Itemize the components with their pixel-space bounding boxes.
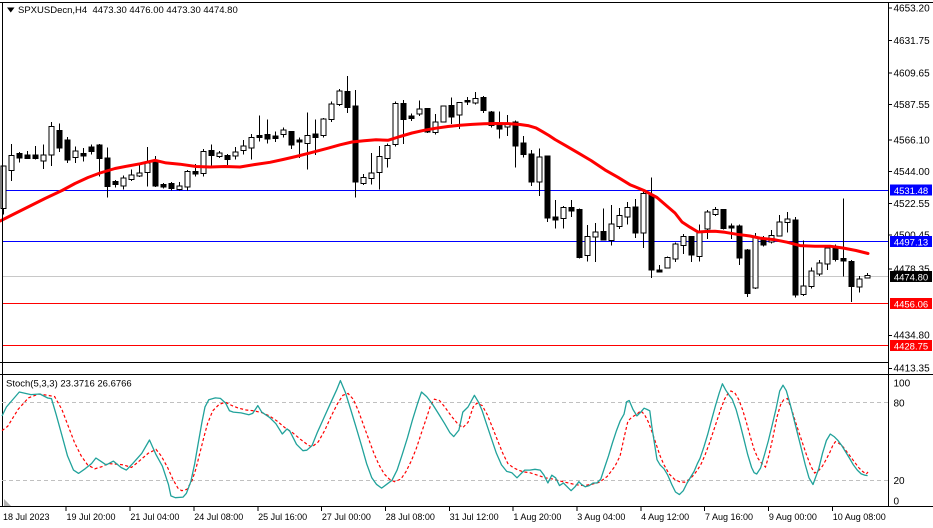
svg-text:4653.20: 4653.20	[894, 3, 931, 14]
svg-text:1 Aug 20:00: 1 Aug 20:00	[513, 512, 561, 522]
svg-text:20: 20	[894, 476, 906, 487]
svg-text:Stoch(5,3,3) 23.3716 26.6766: Stoch(5,3,3) 23.3716 26.6766	[6, 379, 132, 390]
svg-text:4631.75: 4631.75	[894, 36, 931, 47]
svg-text:31 Jul 12:00: 31 Jul 12:00	[450, 512, 499, 522]
svg-text:4428.75: 4428.75	[894, 341, 928, 352]
svg-text:10 Aug 08:00: 10 Aug 08:00	[833, 512, 886, 522]
svg-text:21 Jul 04:00: 21 Jul 04:00	[130, 512, 179, 522]
svg-text:7 Aug 16:00: 7 Aug 16:00	[705, 512, 753, 522]
svg-text:4609.65: 4609.65	[894, 68, 931, 79]
svg-text:3 Aug 04:00: 3 Aug 04:00	[577, 512, 625, 522]
svg-text:18 Jul 2023: 18 Jul 2023	[3, 512, 50, 522]
svg-text:80: 80	[894, 398, 906, 409]
svg-text:4474.80: 4474.80	[894, 272, 928, 283]
svg-text:4566.10: 4566.10	[894, 135, 931, 146]
svg-text:4413.35: 4413.35	[894, 364, 931, 375]
svg-text:4478.35: 4478.35	[894, 264, 931, 275]
svg-text:4544.00: 4544.00	[894, 167, 931, 178]
svg-text:19 Jul 20:00: 19 Jul 20:00	[67, 512, 116, 522]
svg-text:27 Jul 00:00: 27 Jul 00:00	[322, 512, 371, 522]
svg-text:9 Aug 00:00: 9 Aug 00:00	[769, 512, 817, 522]
svg-text:4456.06: 4456.06	[894, 299, 928, 310]
svg-text:SPXUSDecn,H4 4473.30 4476.00: SPXUSDecn,H4 4473.30 4476.00 4473.30 447…	[18, 5, 238, 16]
svg-text:24 Jul 08:00: 24 Jul 08:00	[194, 512, 243, 522]
svg-text:4522.55: 4522.55	[894, 199, 931, 210]
svg-text:4 Aug 12:00: 4 Aug 12:00	[641, 512, 689, 522]
svg-text:4587.55: 4587.55	[894, 100, 931, 111]
svg-text:100: 100	[894, 378, 911, 389]
svg-text:28 Jul 08:00: 28 Jul 08:00	[386, 512, 435, 522]
svg-text:4497.13: 4497.13	[894, 237, 928, 248]
svg-text:0: 0	[894, 496, 900, 507]
svg-text:4500.45: 4500.45	[894, 230, 931, 241]
svg-text:4531.48: 4531.48	[894, 186, 928, 197]
svg-text:25 Jul 16:00: 25 Jul 16:00	[258, 512, 307, 522]
svg-text:4434.80: 4434.80	[894, 331, 931, 342]
